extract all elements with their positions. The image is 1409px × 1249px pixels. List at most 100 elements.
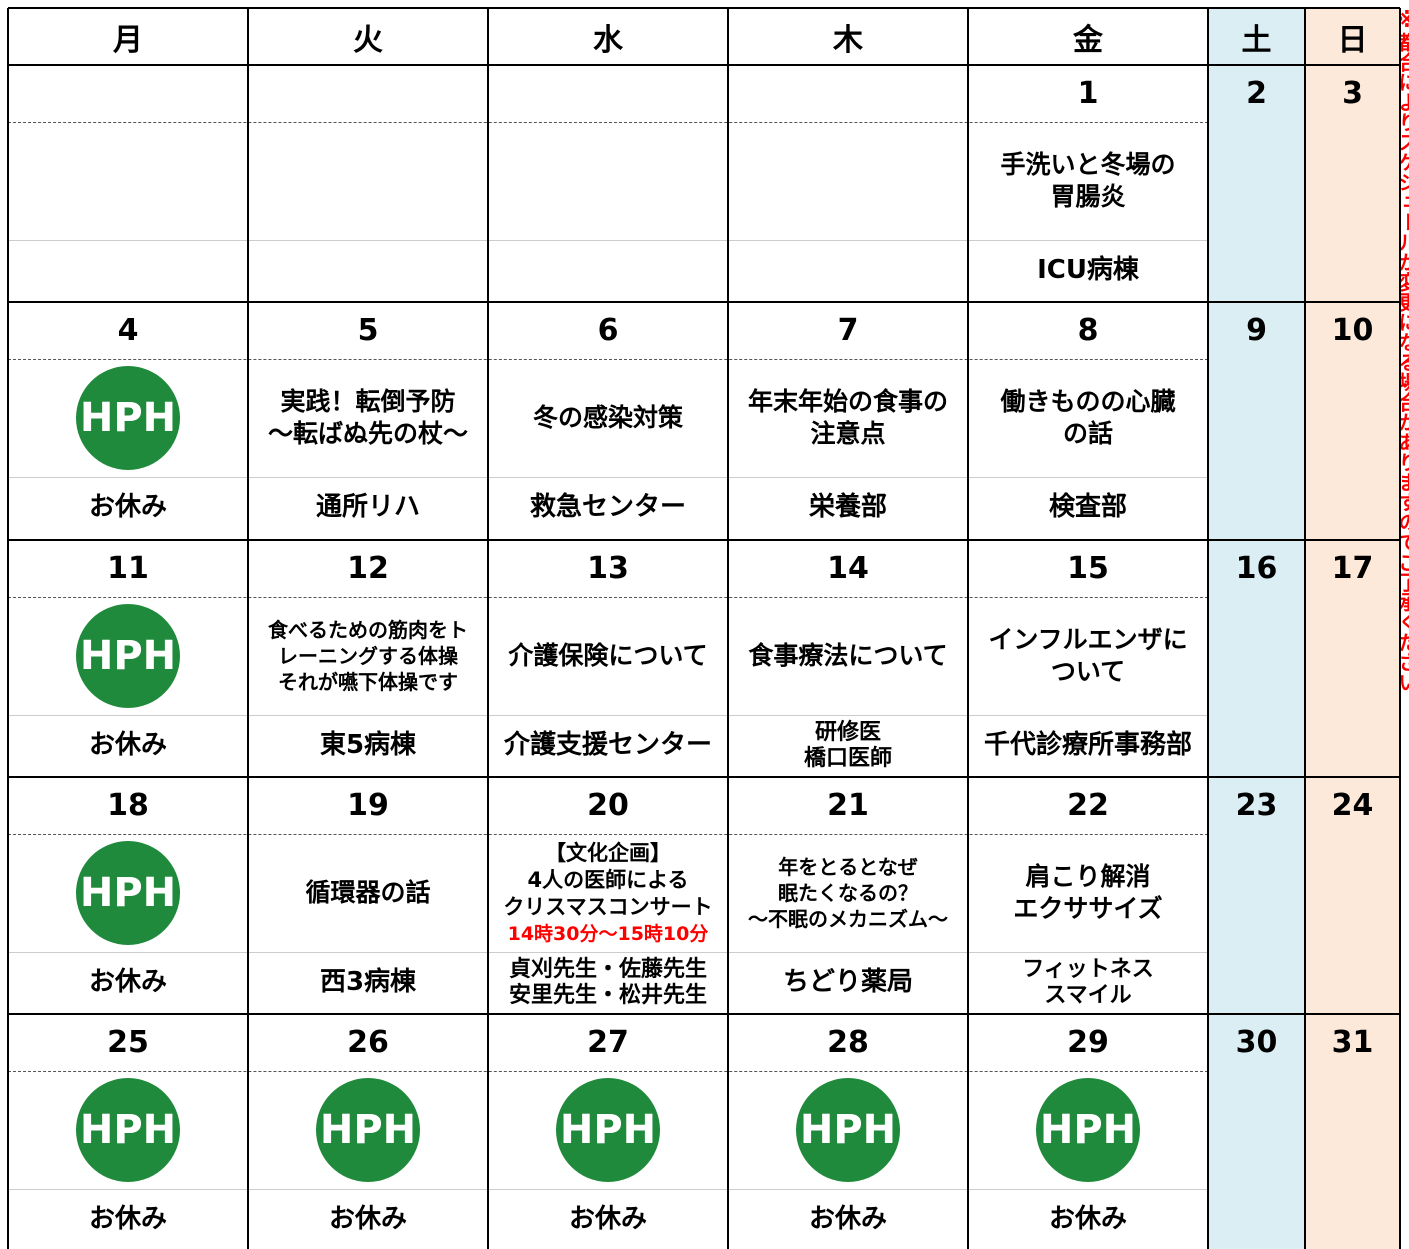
row-border (8, 64, 1400, 66)
date: 25 (107, 1025, 149, 1060)
dept-line: 栄養部 (808, 492, 887, 523)
dept-line: お休み (808, 1204, 887, 1235)
dept-cell: 介護支援センター (488, 715, 728, 777)
column-border (727, 8, 729, 1249)
topic-cell: HPH (968, 1071, 1208, 1189)
dept-line: 貞刈先生・佐藤先生 (508, 956, 707, 982)
topic-line: 眠たくなるの？ (778, 881, 918, 905)
dept-cell: お休み (8, 1189, 248, 1249)
date-divider (8, 359, 1208, 360)
topic-line: 実践！転倒予防 (280, 386, 456, 416)
dept-cell: 救急センター (488, 477, 728, 539)
dept-cell: 千代診療所事務部 (968, 715, 1208, 777)
topic-line: 年末年始の食事の (747, 386, 948, 416)
dept-line: 東5病棟 (319, 730, 417, 761)
day-header: 月 (113, 22, 143, 58)
topic-line: 胃腸炎 (1050, 182, 1126, 211)
dept-line: お休み (1048, 1204, 1127, 1235)
date: 24 (1331, 788, 1374, 823)
dept-cell: 東5病棟 (248, 715, 488, 777)
topic-line: 注意点 (810, 419, 886, 448)
topic-line: 手洗いと冬場の (1000, 149, 1176, 179)
date-divider (8, 122, 1208, 123)
dept-cell: お休み (968, 1189, 1208, 1249)
topic-cell: 年をとるとなぜ 眠たくなるの？ ～不眠のメカニズム～ (728, 834, 968, 952)
dept-line: フィットネス (1022, 956, 1154, 982)
day-header: 水 (593, 22, 623, 58)
dept-line: ICU病棟 (1037, 255, 1139, 286)
date: 27 (587, 1025, 629, 1060)
date-divider (8, 834, 1208, 835)
topic-line: 循環器の話 (305, 877, 431, 907)
dept-cell: お休み (248, 1189, 488, 1249)
dept-line: 橋口医師 (803, 746, 892, 771)
dept-divider (8, 952, 1208, 953)
day-header: 火 (353, 22, 383, 58)
topic-line: 介護保険について (508, 640, 708, 670)
date: 16 (1235, 551, 1278, 586)
dept-divider (8, 240, 1208, 241)
date: 15 (1067, 551, 1109, 586)
date: 1 (1077, 76, 1099, 111)
topic-line: 4人の医師による (527, 868, 689, 892)
note: ※都合によりスケジュールが変更になる場合がありますのでご了承ください (1400, 8, 1409, 1008)
dept-cell: ちどり薬局 (728, 952, 968, 1014)
topic-cell: HPH (8, 359, 248, 477)
dept-line: お休み (88, 1204, 167, 1235)
date: 18 (107, 788, 149, 823)
date: 28 (827, 1025, 869, 1060)
hph-logo: HPH (1036, 1078, 1140, 1182)
topic-line: 冬の感染対策 (532, 402, 683, 432)
topic-cell: HPH (8, 597, 248, 715)
topic-cell: HPH (8, 1071, 248, 1189)
date: 19 (347, 788, 389, 823)
dept-cell: 栄養部 (728, 477, 968, 539)
hph-logo: HPH (76, 366, 180, 470)
column-border (1207, 8, 1209, 1249)
dept-line: 通所リハ (315, 492, 420, 523)
column-border (1399, 8, 1401, 1249)
column-border (247, 8, 249, 1249)
dept-cell: 西3病棟 (248, 952, 488, 1014)
topic-cell: 【文化企画】 4人の医師による クリスマスコンサート 14時30分～15時10分 (488, 834, 728, 952)
dept-cell: 研修医 橋口医師 (728, 715, 968, 777)
hph-logo: HPH (76, 841, 180, 945)
topic-cell: HPH (248, 1071, 488, 1189)
dept-divider (8, 715, 1208, 716)
hph-logo: HPH (556, 1078, 660, 1182)
date: 26 (347, 1025, 389, 1060)
topic-cell: HPH (728, 1071, 968, 1189)
date: 3 (1342, 76, 1363, 111)
topic-cell: 年末年始の食事の 注意点 (728, 359, 968, 477)
topic-line: 働きものの心臓 (1000, 386, 1176, 416)
note-text: ※都合によりスケジュールが変更になる場合がありますのでご了承ください (1400, 8, 1409, 692)
topic-line: ～転ばぬ先の杖～ (267, 419, 468, 448)
date: 12 (347, 551, 389, 586)
day-header: 日 (1337, 22, 1368, 58)
topic-cell: 肩こり解消 エクササイズ (968, 834, 1208, 952)
date: 17 (1331, 551, 1374, 586)
topic-cell: 循環器の話 (248, 834, 488, 952)
topic-line: インフルエンザに (988, 624, 1188, 654)
dept-cell: 貞刈先生・佐藤先生 安里先生・松井先生 (488, 952, 728, 1014)
topic-line: レーニングする体操 (278, 644, 458, 668)
row-border (8, 539, 1400, 541)
column-border (967, 8, 969, 1249)
saturday-column (1208, 8, 1305, 1249)
topic-cell: インフルエンザに ついて (968, 597, 1208, 715)
date: 14 (827, 551, 869, 586)
row-border (8, 301, 1400, 303)
date: 29 (1067, 1025, 1109, 1060)
date: 31 (1331, 1025, 1374, 1060)
topic-line: クリスマスコンサート (503, 895, 713, 920)
dept-cell: お休み (8, 715, 248, 777)
column-border (7, 8, 9, 1249)
dept-line: 研修医 (814, 719, 881, 745)
row-border (8, 7, 1400, 9)
topic-cell: HPH (488, 1071, 728, 1189)
topic-line: それが嚥下体操です (278, 670, 458, 694)
hph-logo: HPH (796, 1078, 900, 1182)
dept-divider (8, 1189, 1208, 1190)
date-divider (8, 1071, 1208, 1072)
